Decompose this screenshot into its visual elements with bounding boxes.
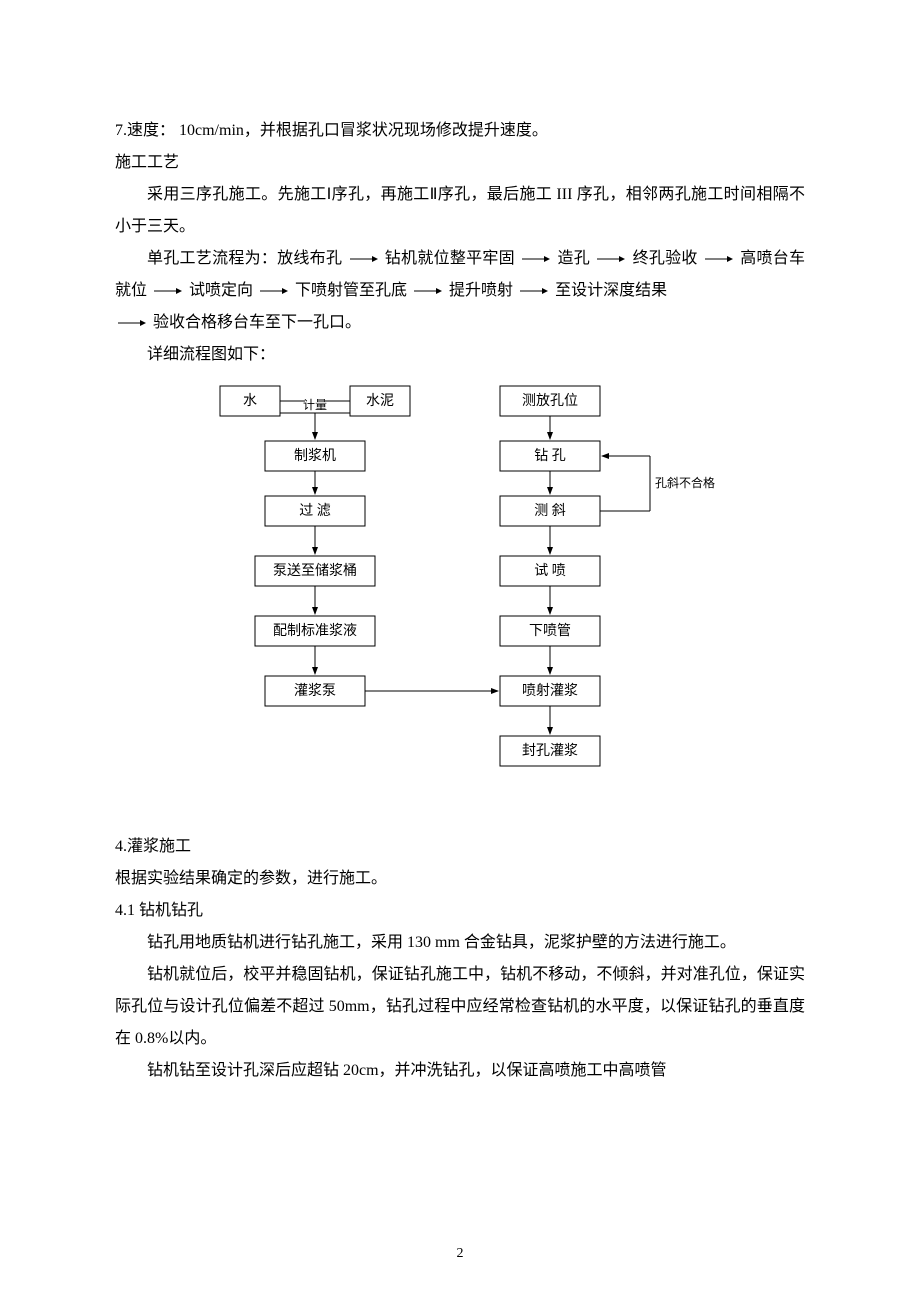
label-cement: 水泥	[366, 393, 394, 409]
label-b1: 制浆机	[294, 448, 336, 464]
arrow-icon	[597, 254, 625, 264]
label-r2: 测 斜	[534, 503, 566, 519]
arrow-icon	[260, 286, 288, 296]
label-b2: 过 滤	[299, 503, 331, 519]
detail-flow-intro: 详细流程图如下：	[115, 339, 805, 371]
sec4-heading: 4.灌浆施工	[115, 831, 805, 863]
flowchart: 水 水泥 计量 制浆机 过 滤 泵送至储浆桶 配制标	[180, 381, 740, 811]
three-hole-para: 采用三序孔施工。先施工Ⅰ序孔，再施工Ⅱ序孔，最后施工 III 序孔，相邻两孔施工…	[115, 179, 805, 243]
page-number: 2	[0, 1246, 920, 1262]
label-fail: 孔斜不合格	[655, 475, 715, 490]
flow-s7: 下喷射管至孔底	[295, 282, 407, 299]
flow-s4: 终孔验收	[633, 250, 698, 267]
flow-steps-line3: 验收合格移台车至下一孔口。	[115, 307, 805, 339]
label-r5: 喷射灌浆	[522, 683, 578, 699]
arrow-icon	[522, 254, 550, 264]
sec4-1-p3: 钻机钻至设计孔深后应超钻 20cm，并冲洗钻孔，以保证高喷施工中高喷管	[115, 1055, 805, 1087]
flow-s10: 验收合格移台车至下一孔口。	[153, 314, 361, 331]
label-b3: 泵送至储浆桶	[273, 563, 357, 579]
label-r4: 下喷管	[529, 623, 571, 639]
arrow-icon	[350, 254, 378, 264]
label-r0: 测放孔位	[522, 393, 578, 409]
arrow-icon	[414, 286, 442, 296]
arrow-icon	[705, 254, 733, 264]
flow-steps-line1: 单孔工艺流程为：放线布孔 钻机就位整平牢固 造孔 终孔验收 高喷台车就位 试喷定…	[115, 243, 805, 307]
arrow-icon	[118, 318, 146, 328]
arrow-icon	[154, 286, 182, 296]
flow-s6: 试喷定向	[189, 282, 253, 299]
label-b4: 配制标准浆液	[273, 623, 357, 639]
label-r3: 试 喷	[534, 563, 566, 579]
sec4-1-heading: 4.1 钻机钻孔	[115, 895, 805, 927]
sec4-1-p2: 钻机就位后，校平并稳固钻机，保证钻孔施工中，钻机不移动，不倾斜，并对准孔位，保证…	[115, 959, 805, 1055]
speed-line: 7.速度： 10cm/min，并根据孔口冒浆状况现场修改提升速度。	[115, 115, 805, 147]
document-page: 7.速度： 10cm/min，并根据孔口冒浆状况现场修改提升速度。 施工工艺 采…	[0, 0, 920, 1302]
flow-s2: 钻机就位整平牢固	[385, 250, 515, 267]
flow-s8: 提升喷射	[449, 282, 513, 299]
arrow-icon	[520, 286, 548, 296]
label-meter: 计量	[303, 398, 327, 412]
flow-intro: 单孔工艺流程为：放线布孔	[147, 250, 342, 267]
label-r1: 钻 孔	[534, 448, 566, 464]
flow-s3: 造孔	[558, 250, 591, 267]
sec4-para: 根据实验结果确定的参数，进行施工。	[115, 863, 805, 895]
label-b5: 灌浆泵	[294, 683, 336, 699]
sec4-1-p1: 钻孔用地质钻机进行钻孔施工，采用 130 mm 合金钻具，泥浆护壁的方法进行施工…	[115, 927, 805, 959]
flowchart-svg: 水 水泥 计量 制浆机 过 滤 泵送至储浆桶 配制标	[180, 381, 740, 811]
flow-s9: 至设计深度结果	[555, 282, 667, 299]
label-r6: 封孔灌浆	[522, 743, 578, 759]
label-water: 水	[243, 393, 257, 409]
process-heading: 施工工艺	[115, 147, 805, 179]
